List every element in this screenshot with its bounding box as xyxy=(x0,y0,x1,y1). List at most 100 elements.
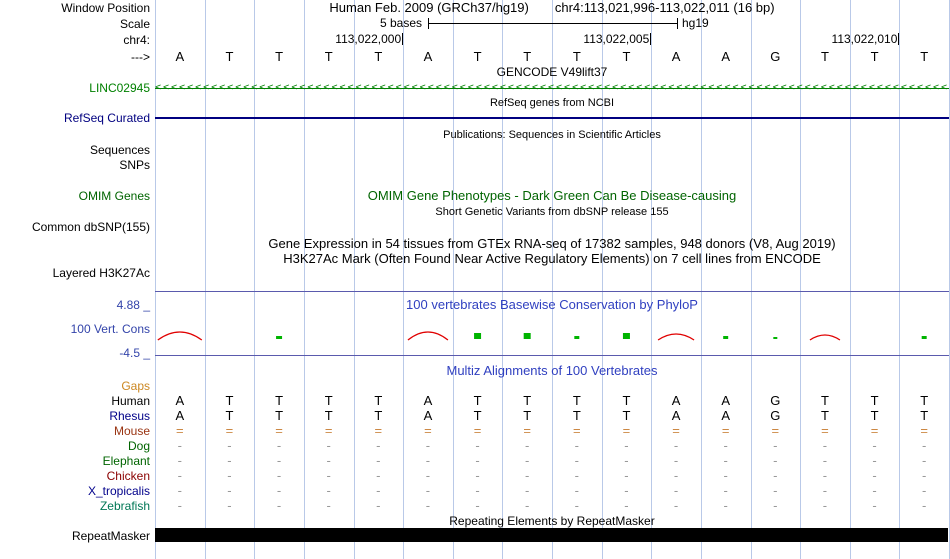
alignment-mark: - xyxy=(276,468,282,483)
phylop-positive-bar xyxy=(474,333,482,339)
alignment-mark: = xyxy=(672,423,680,438)
alignment-mark: A xyxy=(671,408,681,423)
alignment-row-dog[interactable]: ---------------- xyxy=(155,439,949,453)
coordinate-tick-mark xyxy=(898,33,900,45)
alignment-mark: - xyxy=(425,498,431,513)
alignment-mark: = xyxy=(523,423,531,438)
alignment-mark: - xyxy=(624,483,629,498)
omim-track-title: OMIM Gene Phenotypes - Dark Green Can Be… xyxy=(367,188,737,203)
alignment-mark: A xyxy=(721,393,731,408)
alignment-mark: T xyxy=(622,408,631,423)
alignment-row-zebrafish[interactable]: ---------------- xyxy=(155,499,949,513)
alignment-mark: - xyxy=(673,468,679,483)
alignment-mark: - xyxy=(227,498,232,513)
track-label-snps[interactable]: SNPs xyxy=(119,158,150,172)
alignment-mark: = xyxy=(870,423,879,438)
alignment-mark: - xyxy=(475,438,480,453)
scale-bases-label: 5 bases xyxy=(379,16,422,30)
publications-track-title: Publications: Sequences in Scientific Ar… xyxy=(443,129,661,141)
alignment-mark: - xyxy=(922,498,927,513)
multiz-alignment-rows: A T T T T A T T T T A A G T T T A T T T T A T T T T A A G T T T = = = = = = = =… xyxy=(155,0,949,559)
alignment-mark: - xyxy=(227,453,232,468)
track-label-omim-genes[interactable]: OMIM Genes xyxy=(78,189,150,203)
repeatmasker-element-bar[interactable] xyxy=(155,528,948,542)
coordinate-ruler: 113,022,000 113,022,005 113,022,010 xyxy=(155,32,949,46)
base-letter: T xyxy=(324,49,333,64)
alignment-mark: - xyxy=(376,483,381,498)
alignment-mark: T xyxy=(820,408,829,423)
track-label-refseq-curated[interactable]: RefSeq Curated xyxy=(63,111,150,125)
linc02945-gene-track[interactable]: <<<<<<<<<<<<<<<<<<<<<<<<<<<<<<<<<<<<<<<<… xyxy=(155,82,949,94)
alignment-mark: = xyxy=(324,423,333,438)
alignment-mark: - xyxy=(574,468,579,483)
coordinate-label: 113,022,000 xyxy=(335,32,404,46)
alignment-mark: - xyxy=(723,453,728,468)
alignment-row-gaps[interactable] xyxy=(155,379,949,393)
alignment-mark: - xyxy=(624,498,629,513)
strand-direction-label: ---> xyxy=(131,50,150,64)
coordinate-tick-mark xyxy=(402,33,404,45)
alignment-row-x_tropicalis[interactable]: ---------------- xyxy=(155,484,949,498)
species-label-chicken[interactable]: Chicken xyxy=(106,469,150,483)
window-position-header: Human Feb. 2009 (GRCh37/hg19) chr4:113,0… xyxy=(155,1,949,15)
gridline xyxy=(750,0,752,559)
species-label-x_tropicalis[interactable]: X_tropicalis xyxy=(87,484,150,498)
species-label-gaps[interactable]: Gaps xyxy=(121,379,150,393)
alignment-mark: - xyxy=(475,468,480,483)
alignment-mark: - xyxy=(177,483,182,498)
refseq-curated-track-line[interactable] xyxy=(155,117,949,119)
h3k27ac-track-title: H3K27Ac Mark (Often Found Near Active Re… xyxy=(283,251,821,266)
gridline xyxy=(204,0,206,559)
phylop-positive-bar xyxy=(773,337,778,339)
phylop-track-title: 100 vertebrates Basewise Conservation by… xyxy=(406,297,698,312)
phylop-conservation-track[interactable] xyxy=(155,313,949,359)
alignment-mark: - xyxy=(376,438,381,453)
window-position-label: Window Position xyxy=(61,1,150,15)
base-letter: T xyxy=(622,49,631,64)
track-display-area[interactable]: Human Feb. 2009 (GRCh37/hg19) chr4:113,0… xyxy=(155,0,950,559)
coordinate-tick-mark xyxy=(650,33,652,45)
assembly-name: Human Feb. 2009 (GRCh37/hg19) xyxy=(329,0,529,15)
alignment-row-chicken[interactable]: ---------------- xyxy=(155,469,949,483)
gridline xyxy=(651,0,653,559)
alignment-mark: = xyxy=(424,423,432,438)
track-label-layered-h3k27ac[interactable]: Layered H3K27Ac xyxy=(52,266,150,280)
alignment-mark: T xyxy=(622,393,631,408)
alignment-mark: T xyxy=(473,393,482,408)
track-label-common-dbsnp[interactable]: Common dbSNP(155) xyxy=(31,220,150,234)
track-label-linc02945[interactable]: LINC02945 xyxy=(89,81,150,95)
alignment-mark: - xyxy=(525,498,530,513)
base-letter: T xyxy=(275,49,284,64)
track-label-100-vert-cons[interactable]: 100 Vert. Cons xyxy=(70,322,150,336)
base-letter: T xyxy=(920,49,929,64)
alignment-mark: T xyxy=(324,408,333,423)
species-label-dog[interactable]: Dog xyxy=(127,439,150,453)
species-label-elephant[interactable]: Elephant xyxy=(102,454,150,468)
alignment-mark: = xyxy=(920,423,928,438)
species-label-mouse[interactable]: Mouse xyxy=(113,424,150,438)
alignment-mark: - xyxy=(723,438,728,453)
alignment-mark: - xyxy=(624,453,629,468)
species-label-human[interactable]: Human xyxy=(111,394,150,408)
gridline xyxy=(452,0,454,559)
alignment-mark: T xyxy=(870,393,879,408)
alignment-mark: - xyxy=(177,438,182,453)
alignment-mark: T xyxy=(324,393,333,408)
alignment-row-elephant[interactable]: ---------------- xyxy=(155,454,949,468)
scale-row-label: Scale xyxy=(119,17,150,31)
base-letter: T xyxy=(870,49,879,64)
gridline xyxy=(899,0,901,559)
alignment-row-mouse[interactable]: = = = = = = = = = = = = = = = = xyxy=(155,424,949,438)
track-label-sequences[interactable]: Sequences xyxy=(89,143,150,157)
species-label-zebrafish[interactable]: Zebrafish xyxy=(99,499,150,513)
alignment-mark: T xyxy=(920,408,929,423)
phylop-positive-bar xyxy=(276,336,283,339)
alignment-mark: T xyxy=(820,393,829,408)
species-label-rhesus[interactable]: Rhesus xyxy=(109,409,150,423)
alignment-mark: T xyxy=(870,408,879,423)
track-label-repeatmasker[interactable]: RepeatMasker xyxy=(71,529,150,543)
track-boundary-line-top xyxy=(155,291,949,292)
base-letter: A xyxy=(721,49,731,64)
